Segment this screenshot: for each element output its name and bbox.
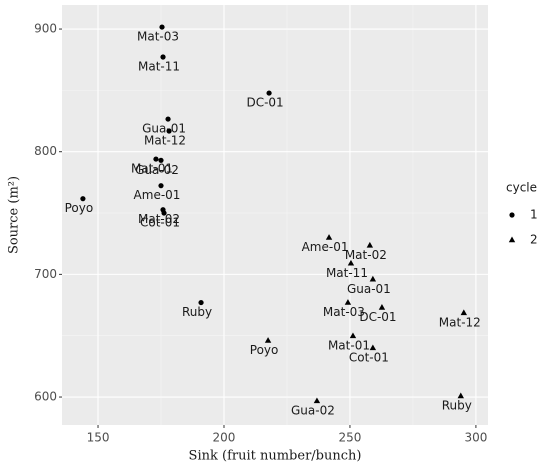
point-label: Ruby: [182, 305, 212, 319]
point-label: Mat-03: [137, 30, 179, 44]
y-tick-label: 700: [34, 267, 57, 281]
x-tick-label: 300: [464, 431, 487, 445]
y-tick-label: 600: [34, 390, 57, 404]
legend-marker: [509, 212, 515, 218]
point-label: Mat-12: [144, 133, 186, 147]
point: [165, 116, 171, 122]
point: [198, 299, 204, 306]
point: [160, 54, 166, 60]
point-label: Mat-11: [138, 60, 180, 74]
point-label: Ame-01: [134, 188, 181, 202]
point-label: Mat-11: [326, 266, 368, 280]
point-label: Mat-01: [131, 162, 173, 176]
x-axis-title: Sink (fruit number/bunch): [189, 449, 362, 464]
legend-label: 1: [530, 208, 538, 222]
point-label: Mat-02: [138, 212, 180, 226]
point-label: Ruby: [442, 399, 472, 413]
point-label: Poyo: [250, 343, 279, 357]
x-tick-label: 250: [338, 431, 361, 445]
point-label: Gua-02: [291, 403, 335, 417]
point-label: Cot-01: [140, 216, 180, 230]
point-label: Poyo: [65, 201, 94, 215]
y-tick-label: 900: [34, 22, 57, 36]
point-label: Mat-02: [345, 248, 387, 262]
legend-label: 2: [530, 233, 538, 247]
y-tick-label: 800: [34, 144, 57, 158]
point-label: Mat-01: [328, 338, 370, 352]
x-tick-label: 150: [87, 431, 110, 445]
point: [161, 210, 167, 216]
plot-panel: [62, 5, 488, 425]
point-label: Gua-01: [347, 282, 391, 296]
point: [369, 344, 377, 351]
point: [166, 128, 172, 134]
point: [366, 241, 374, 248]
point: [349, 332, 357, 339]
legend-title: cycle: [506, 181, 537, 195]
point-label: DC-01: [246, 96, 283, 110]
point-label: Ame-01: [302, 240, 349, 254]
point: [369, 275, 377, 282]
point-label: Gua-01: [142, 122, 186, 136]
point: [457, 392, 464, 399]
point-label: Mat-12: [439, 315, 481, 329]
point: [344, 299, 352, 305]
point: [80, 196, 86, 202]
point: [325, 234, 333, 240]
point-label: Mat-03: [323, 305, 365, 319]
point: [264, 337, 272, 343]
point-label: DC-01: [359, 310, 396, 324]
point: [158, 157, 164, 163]
point-label: Gua-02: [135, 163, 179, 177]
point: [158, 183, 164, 189]
point: [153, 156, 159, 162]
y-axis-title: Source (m²): [7, 176, 22, 254]
point-label: Cot-01: [349, 350, 389, 364]
point: [347, 259, 355, 266]
x-tick-label: 200: [213, 431, 236, 445]
legend-marker: [508, 236, 516, 243]
point: [159, 24, 165, 30]
point: [460, 309, 468, 316]
point: [266, 90, 272, 96]
point: [313, 397, 321, 404]
point: [378, 303, 386, 310]
